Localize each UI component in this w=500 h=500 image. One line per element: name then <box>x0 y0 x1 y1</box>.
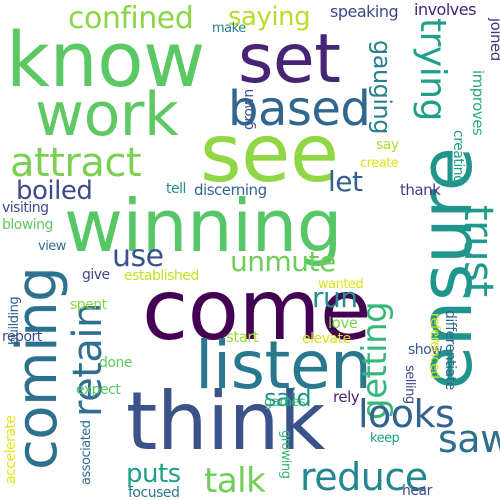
word-boiled: boiled <box>16 176 93 206</box>
word-established: established <box>124 268 199 284</box>
word-trying: trying <box>412 18 453 121</box>
word-selling: selling <box>402 365 417 404</box>
word-speaking: speaking <box>330 2 399 21</box>
word-report: report <box>2 329 42 345</box>
word-work: work <box>35 80 179 150</box>
word-reduce: reduce <box>300 455 428 499</box>
word-let: let <box>328 165 363 198</box>
word-joined: joined <box>487 18 500 61</box>
word-associated: associated <box>79 420 94 485</box>
word-give: give <box>82 267 110 283</box>
word-grown: grown <box>241 89 257 130</box>
word-listen: listen <box>195 327 372 404</box>
word-spent: spent <box>70 297 107 313</box>
word-differentiate: differentiate <box>442 310 458 390</box>
word-focused: focused <box>128 485 180 500</box>
word-see: see <box>200 107 339 200</box>
word-growing: growing <box>278 430 293 479</box>
word-creating: creating <box>450 130 466 184</box>
word-unmute: unmute <box>230 245 336 278</box>
word-said: said <box>264 384 312 412</box>
word-improves: improves <box>469 70 487 136</box>
word-show: show <box>408 342 443 358</box>
word-saying: saying <box>228 2 311 32</box>
word-use: use <box>112 239 164 274</box>
word-keep: keep <box>370 431 400 446</box>
word-make: make <box>212 21 246 36</box>
word-done: done <box>99 355 132 371</box>
word-confined: confined <box>68 1 194 36</box>
word-think: think <box>126 375 325 468</box>
word-run: run <box>312 281 358 314</box>
word-start: start <box>226 328 259 346</box>
word-hear: hear <box>402 483 432 499</box>
word-trust: trust <box>455 205 500 297</box>
word-games: games <box>264 395 306 410</box>
word-involves: involves <box>414 0 476 19</box>
word-looks: looks <box>358 392 455 436</box>
word-rely: rely <box>333 388 360 406</box>
word-discerning: discerning <box>194 181 267 199</box>
word-accelerate: accelerate <box>3 415 19 484</box>
word-attract: attract <box>10 140 142 186</box>
word-view: view <box>38 239 66 254</box>
word-wanted: wanted <box>318 277 364 292</box>
word-expect: expect <box>76 382 121 398</box>
word-gauging: gauging <box>368 40 396 134</box>
word-elevate: elevate <box>302 331 351 347</box>
word-saw: saw <box>438 417 500 461</box>
word-love: love <box>328 314 358 332</box>
word-say: say <box>376 137 399 153</box>
word-come: come <box>142 261 372 359</box>
word-create: create <box>360 156 399 171</box>
word-set: set <box>238 20 341 99</box>
word-referenced: referenced <box>427 313 442 379</box>
word-thank: thank <box>400 181 441 199</box>
word-know: know <box>6 15 205 104</box>
word-tell: tell <box>166 181 186 197</box>
word-blowing: blowing <box>2 217 53 233</box>
word-winning: winning <box>64 184 343 268</box>
word-talk: talk <box>204 461 266 500</box>
word-puts: puts <box>126 459 181 489</box>
word-visiting: visiting <box>2 200 49 216</box>
word-based: based <box>228 81 371 137</box>
